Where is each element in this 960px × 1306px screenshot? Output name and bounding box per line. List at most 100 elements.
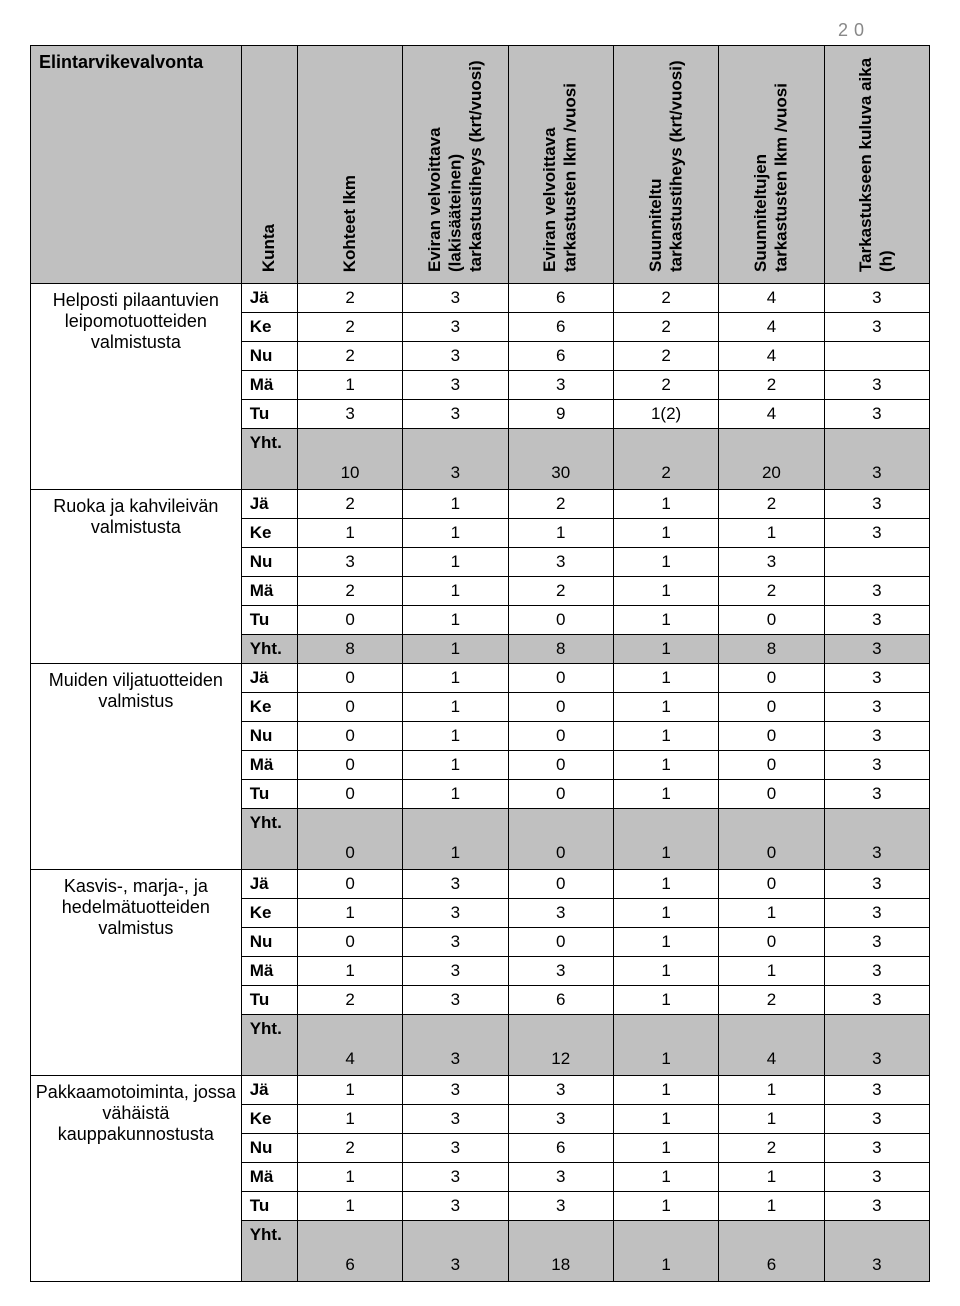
kunta-cell: Nu: [241, 548, 297, 577]
total-cell: 1: [403, 809, 508, 870]
kunta-cell: Jä: [241, 870, 297, 899]
total-cell: 3: [824, 1221, 929, 1282]
data-cell: 1: [613, 548, 718, 577]
table-row: Ruoka ja kahvileivän valmistustaJä212123: [31, 490, 930, 519]
col-eviran-lkm: Eviran velvoittava tarkastusten lkm /vuo…: [508, 46, 613, 284]
data-cell: 4: [719, 400, 824, 429]
data-cell: 1: [613, 1105, 718, 1134]
data-cell: 6: [508, 1134, 613, 1163]
data-cell: 3: [824, 1134, 929, 1163]
data-cell: 1: [613, 1163, 718, 1192]
data-cell: 0: [719, 722, 824, 751]
data-cell: 2: [719, 577, 824, 606]
table-row: Muiden viljatuotteiden valmistusJä010103: [31, 664, 930, 693]
total-cell: 8: [719, 635, 824, 664]
data-cell: 3: [403, 870, 508, 899]
data-cell: 3: [824, 986, 929, 1015]
data-cell: 1: [297, 1163, 402, 1192]
data-cell: 1: [403, 780, 508, 809]
total-label: Yht.: [241, 429, 297, 490]
table-row: Kasvis-, marja-, ja hedelmätuotteiden va…: [31, 870, 930, 899]
data-cell: 3: [824, 664, 929, 693]
data-cell: 3: [403, 899, 508, 928]
data-cell: 3: [824, 313, 929, 342]
data-cell: 1: [613, 490, 718, 519]
kunta-cell: Jä: [241, 284, 297, 313]
data-cell: 1: [403, 664, 508, 693]
data-cell: 3: [403, 313, 508, 342]
data-cell: 3: [403, 1192, 508, 1221]
kunta-cell: Jä: [241, 490, 297, 519]
data-cell: 3: [824, 371, 929, 400]
data-cell: 1: [719, 1192, 824, 1221]
data-cell: 1: [613, 899, 718, 928]
total-cell: 1: [613, 809, 718, 870]
data-cell: 2: [297, 986, 402, 1015]
data-cell: 3: [824, 1163, 929, 1192]
total-cell: 12: [508, 1015, 613, 1076]
kunta-cell: Nu: [241, 928, 297, 957]
data-cell: 3: [403, 1134, 508, 1163]
kunta-cell: Tu: [241, 986, 297, 1015]
data-cell: 1: [613, 986, 718, 1015]
total-label: Yht.: [241, 1221, 297, 1282]
data-cell: 1: [613, 664, 718, 693]
data-cell: 3: [403, 1105, 508, 1134]
total-cell: 0: [508, 809, 613, 870]
data-cell: 2: [613, 284, 718, 313]
data-cell: 1: [403, 722, 508, 751]
total-cell: 8: [297, 635, 402, 664]
kunta-cell: Jä: [241, 1076, 297, 1105]
data-cell: 2: [297, 284, 402, 313]
kunta-cell: Mä: [241, 371, 297, 400]
data-cell: 1: [297, 1105, 402, 1134]
data-cell: 1: [719, 899, 824, 928]
data-cell: 2: [297, 577, 402, 606]
data-cell: 3: [403, 957, 508, 986]
total-cell: 3: [824, 635, 929, 664]
data-cell: [824, 342, 929, 371]
data-cell: 3: [403, 371, 508, 400]
data-cell: 0: [508, 780, 613, 809]
total-cell: 10: [297, 429, 402, 490]
total-label: Yht.: [241, 635, 297, 664]
total-cell: 1: [403, 635, 508, 664]
kunta-cell: Ke: [241, 1105, 297, 1134]
group-label: Kasvis-, marja-, ja hedelmätuotteiden va…: [31, 870, 242, 1076]
data-cell: 4: [719, 342, 824, 371]
kunta-cell: Ke: [241, 693, 297, 722]
total-cell: 0: [719, 809, 824, 870]
data-cell: 0: [719, 870, 824, 899]
kunta-cell: Nu: [241, 722, 297, 751]
data-cell: 3: [297, 400, 402, 429]
group-label: Ruoka ja kahvileivän valmistusta: [31, 490, 242, 664]
data-cell: 0: [508, 928, 613, 957]
total-cell: 3: [824, 1015, 929, 1076]
group-label: Helposti pilaantuvien leipomotuotteiden …: [31, 284, 242, 490]
data-cell: 0: [719, 780, 824, 809]
kunta-cell: Nu: [241, 342, 297, 371]
total-label: Yht.: [241, 809, 297, 870]
total-cell: 1: [613, 635, 718, 664]
data-cell: 1: [613, 957, 718, 986]
data-cell: 1: [297, 957, 402, 986]
data-cell: 0: [297, 722, 402, 751]
data-cell: 3: [824, 957, 929, 986]
data-cell: 1: [613, 870, 718, 899]
data-cell: 0: [719, 751, 824, 780]
data-cell: 2: [613, 313, 718, 342]
data-cell: 3: [824, 693, 929, 722]
kunta-cell: Tu: [241, 400, 297, 429]
total-cell: 2: [613, 429, 718, 490]
data-cell: 4: [719, 313, 824, 342]
data-cell: 4: [719, 284, 824, 313]
total-cell: 1: [613, 1015, 718, 1076]
table-title: Elintarvikevalvonta: [31, 46, 242, 284]
data-cell: 0: [508, 870, 613, 899]
data-cell: 3: [508, 371, 613, 400]
data-cell: 3: [824, 751, 929, 780]
total-label: Yht.: [241, 1015, 297, 1076]
data-cell: 3: [719, 548, 824, 577]
data-cell: 3: [297, 548, 402, 577]
data-cell: 1: [613, 606, 718, 635]
